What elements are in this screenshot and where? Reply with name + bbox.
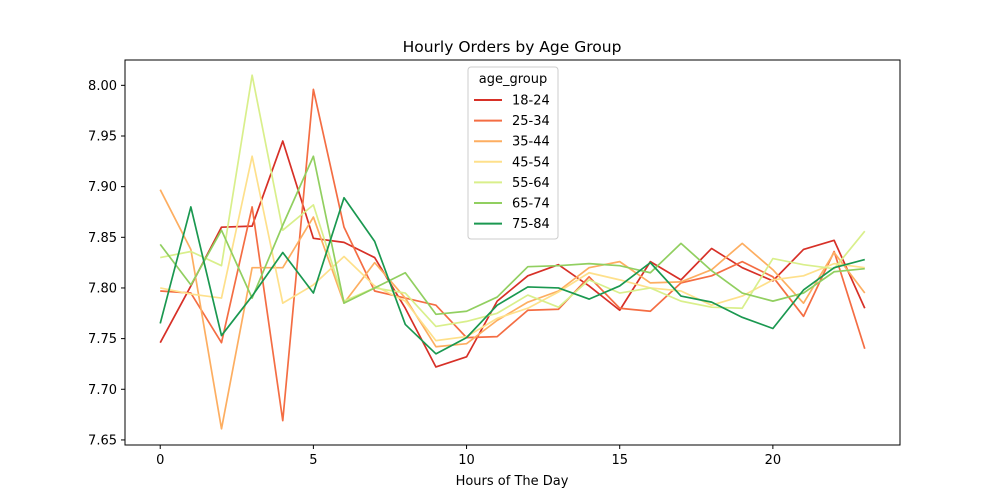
legend-box <box>467 66 559 240</box>
y-tick-label: 7.90 <box>88 180 117 195</box>
legend-label-55-64: 55-64 <box>512 176 550 191</box>
x-tick-label: 5 <box>309 453 317 468</box>
y-axis-ticks: 7.65 7.70 7.75 7.80 7.85 7.90 7.95 8.00 <box>88 79 125 448</box>
x-axis-ticks: 0 5 10 15 20 <box>156 445 781 468</box>
y-tick-label: 7.95 <box>88 129 117 144</box>
plot-lines <box>159 74 866 430</box>
plot-frame <box>124 59 901 446</box>
series-line-18-24 <box>159 140 866 368</box>
x-tick-label: 20 <box>765 453 782 468</box>
y-tick-label: 8.00 <box>88 79 117 94</box>
series-line-25-34 <box>160 88 866 422</box>
series-line-55-64 <box>160 74 866 328</box>
legend-entries: 18-24 25-34 35-44 45-54 55-64 65-74 75-84 <box>474 94 550 232</box>
legend: age_group 18-24 25-34 35-44 45-54 55-64 65-74… <box>467 66 559 240</box>
series-line-75-84 <box>159 196 865 355</box>
legend-label-75-84: 75-84 <box>512 217 550 232</box>
y-tick-label: 7.80 <box>88 281 117 296</box>
chart-title: Hourly Orders by Age Group <box>403 38 622 56</box>
y-tick-label: 7.65 <box>88 433 117 448</box>
legend-label-65-74: 65-74 <box>512 197 550 212</box>
y-tick-label: 7.75 <box>88 332 117 347</box>
x-axis-label: Hours of The Day <box>456 474 569 489</box>
legend-label-18-24: 18-24 <box>512 94 550 109</box>
series-line-35-44 <box>159 189 866 430</box>
series-line-45-54 <box>160 155 865 342</box>
legend-title: age_group <box>479 72 547 87</box>
y-tick-label: 7.70 <box>88 383 117 398</box>
legend-label-35-44: 35-44 <box>512 135 550 150</box>
x-tick-label: 10 <box>458 453 475 468</box>
series-line-65-74 <box>159 155 865 316</box>
legend-label-25-34: 25-34 <box>512 114 550 129</box>
x-tick-label: 0 <box>156 453 164 468</box>
y-tick-label: 7.85 <box>88 231 117 246</box>
legend-label-45-54: 45-54 <box>512 155 550 170</box>
x-tick-label: 15 <box>611 453 628 468</box>
